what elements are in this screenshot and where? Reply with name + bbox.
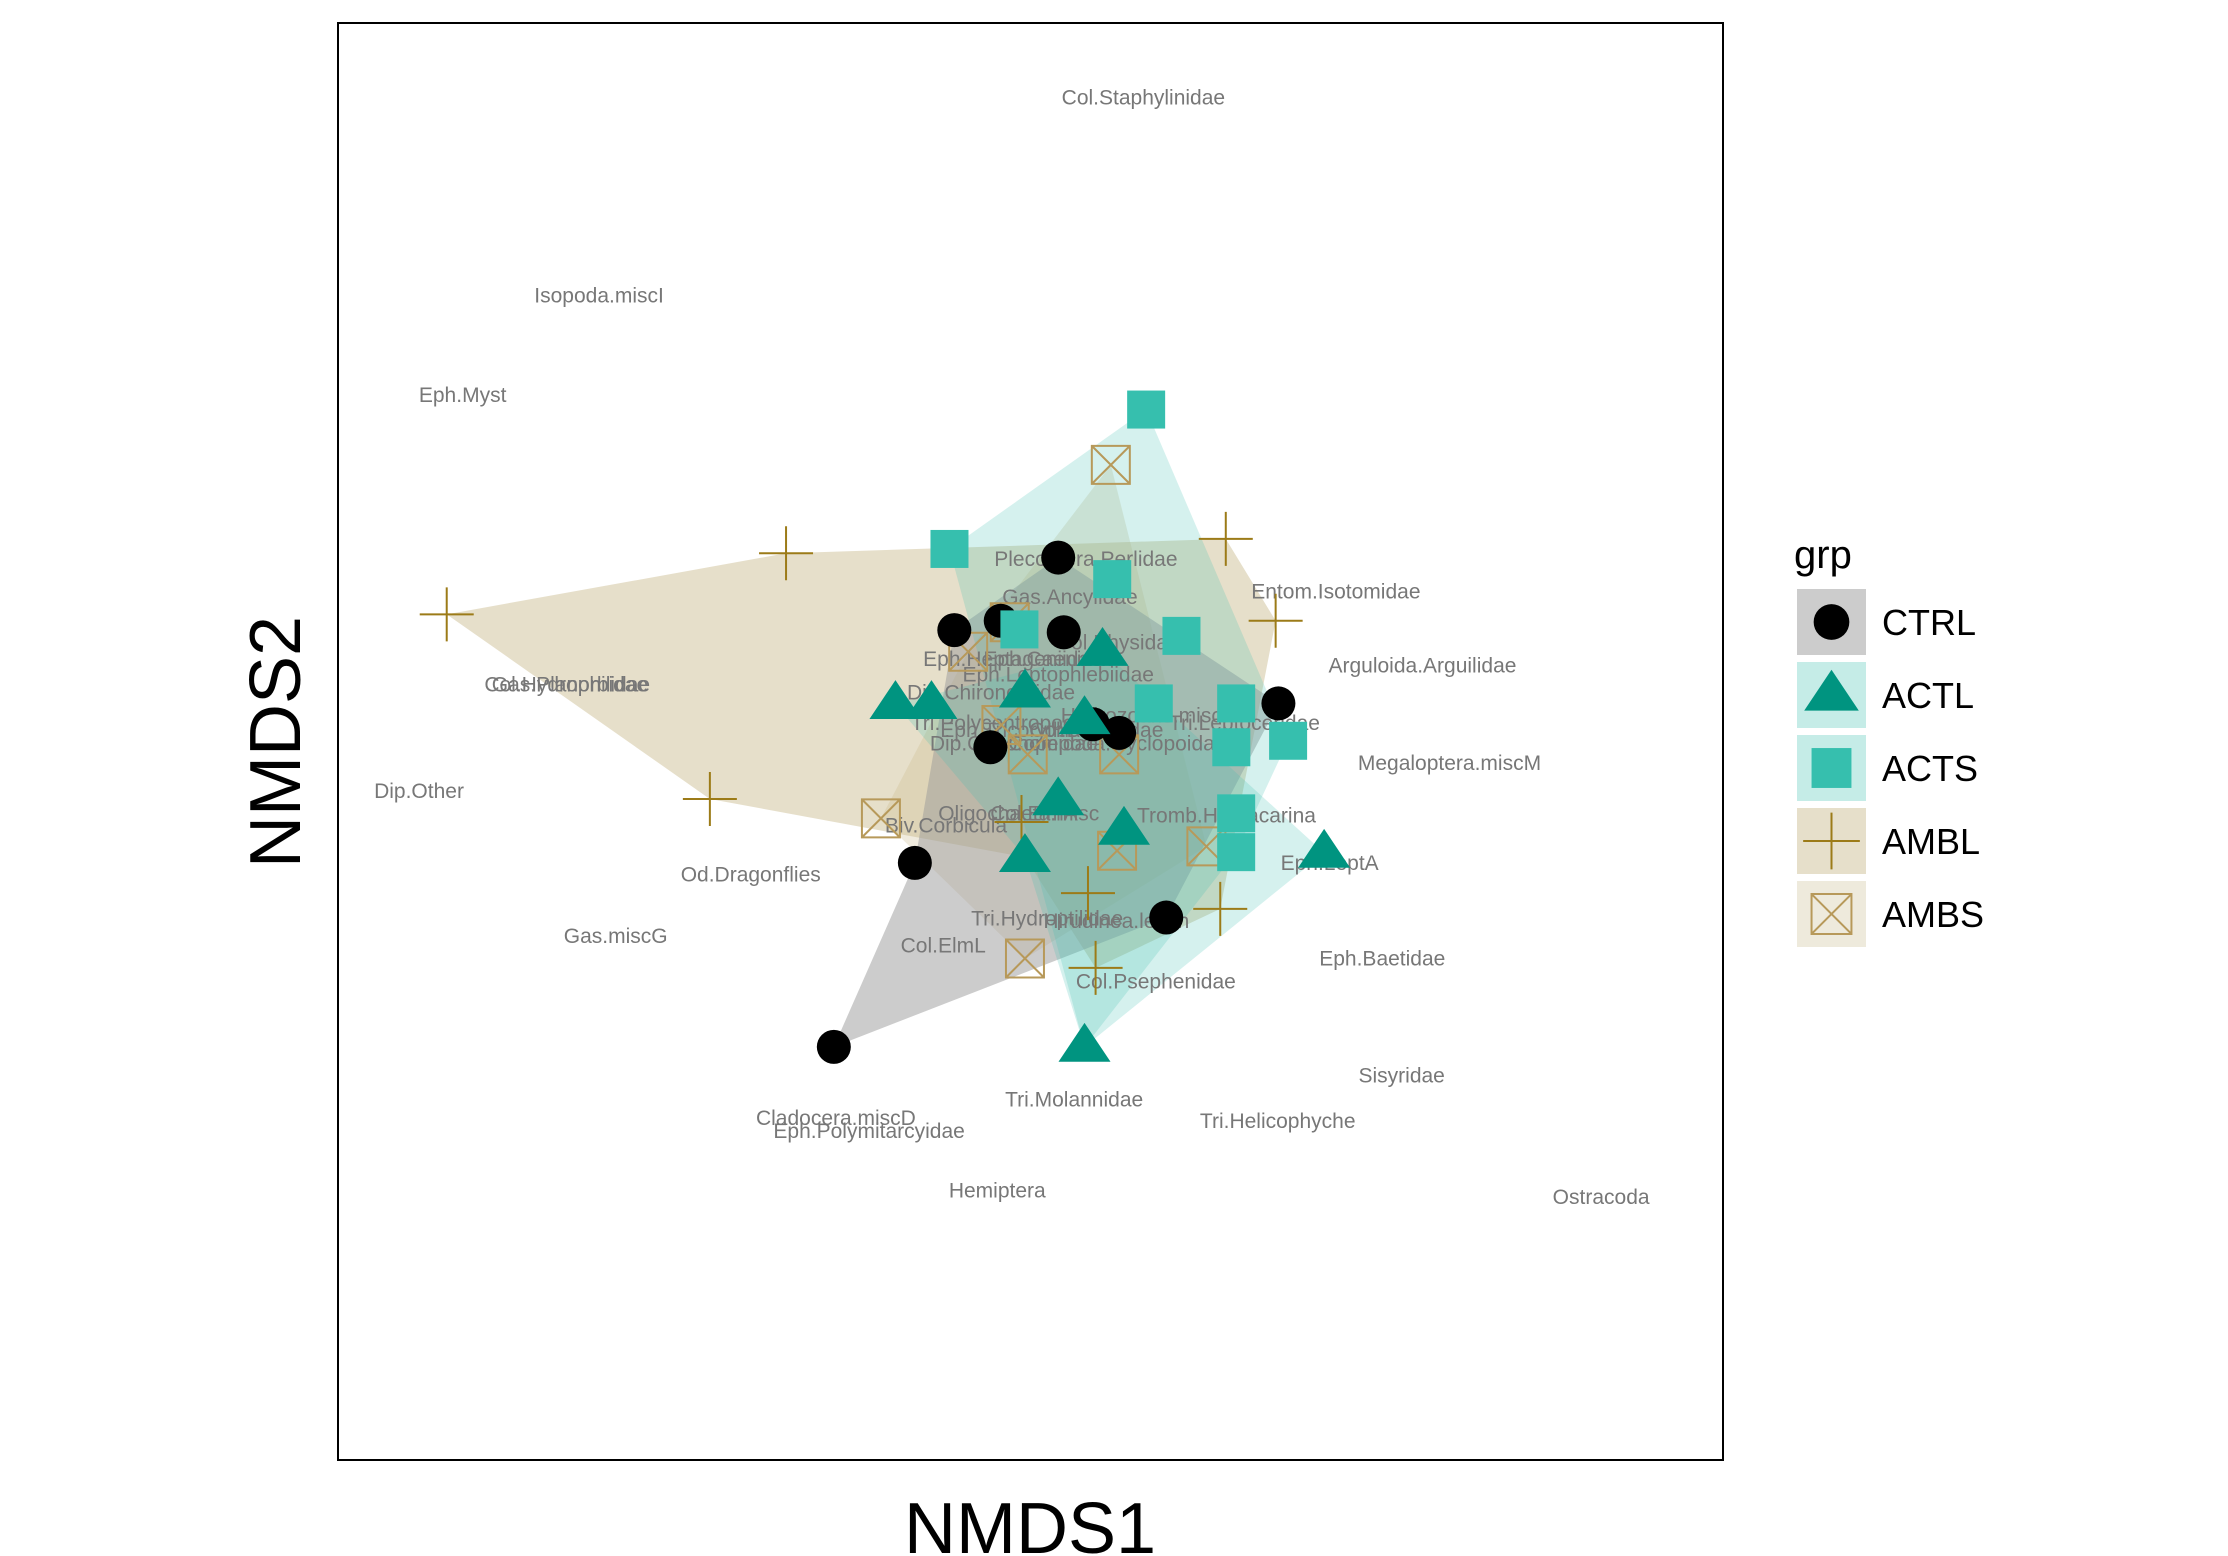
point-acts-11 — [1217, 833, 1256, 872]
legend-key-ctrl — [1813, 604, 1850, 640]
legend-key-acts — [1811, 748, 1852, 788]
point-actl-7 — [1097, 805, 1150, 845]
species-label-ostracoda: Ostracoda — [1553, 1186, 1650, 1209]
point-ambl-1 — [419, 587, 474, 642]
point-ctrl-10 — [1149, 900, 1184, 935]
species-label-sisyridae: Sisyridae — [1358, 1065, 1444, 1088]
point-acts-5 — [1162, 616, 1201, 655]
point-ambl-5 — [682, 771, 737, 826]
legend: grp CTRL ACTL ACTS AMBL AMBS — [1794, 533, 1984, 947]
species-label-tri-hydroptilidae: Tri.Hydroptilidae — [971, 907, 1123, 930]
point-actl-4 — [905, 680, 958, 720]
legend-key-ambs — [1810, 893, 1853, 935]
point-actl-2 — [998, 668, 1051, 708]
legend-label-actl: ACTL — [1882, 675, 1974, 716]
point-actl-1 — [1076, 626, 1129, 666]
point-acts-7 — [1217, 684, 1256, 723]
point-actl-5 — [1058, 695, 1111, 735]
point-actl-8 — [998, 833, 1051, 873]
legend-title: grp — [1794, 533, 1852, 577]
point-ambl-8 — [1193, 881, 1248, 936]
species-label-col-elml: Col.ElmL — [901, 935, 986, 958]
point-actl-10 — [1058, 1022, 1111, 1062]
point-acts-10 — [1217, 794, 1256, 833]
legend-items: CTRL ACTL ACTS AMBL AMBS — [1797, 589, 1984, 947]
point-ambs-7 — [860, 798, 901, 839]
species-label-tri-molannidae: Tri.Molannidae — [1005, 1088, 1143, 1111]
point-actl-6 — [1032, 776, 1085, 816]
point-acts-2 — [930, 529, 969, 568]
species-label-arguloida-arguilidae: Arguloida.Arguilidae — [1328, 654, 1516, 677]
point-ctrl-7 — [973, 730, 1008, 765]
species-label-eph-myst: Eph.Myst — [419, 384, 507, 407]
species-label-od-dragonflies: Od.Dragonflies — [681, 863, 821, 886]
legend-key-actl — [1804, 669, 1859, 711]
species-label-gas-miscg: Gas.miscG — [564, 925, 668, 948]
legend-label-ambl: AMBL — [1882, 821, 1980, 862]
point-acts-8 — [1269, 721, 1308, 760]
species-label-col-staphylinidae: Col.Staphylinidae — [1062, 87, 1225, 110]
point-actl-3 — [869, 680, 922, 720]
point-ambl-7 — [1060, 866, 1115, 921]
point-ctrl-9 — [897, 845, 932, 880]
point-ambl-2 — [759, 526, 814, 581]
species-label-hemiptera: Hemiptera — [949, 1180, 1046, 1203]
legend-label-ambs: AMBS — [1882, 894, 1984, 935]
species-label-cladocera-miscd: Cladocera.miscD — [756, 1107, 916, 1130]
species-label-eph-heptageniidae: Eph.Heptageniidae — [923, 648, 1102, 671]
point-ambl-9 — [1068, 940, 1123, 995]
x-axis-title: NMDS1 — [904, 1489, 1156, 1556]
point-ctrl-4 — [937, 613, 972, 648]
point-ctrl-8 — [1102, 715, 1137, 750]
point-acts-1 — [1127, 390, 1166, 429]
species-label-eph-polymitarcyidae: Eph.Polymitarcyidae — [773, 1120, 964, 1143]
point-ctrl-5 — [1261, 686, 1296, 721]
species-label-megaloptera-miscm: Megaloptera.miscM — [1358, 752, 1541, 775]
point-acts-3 — [1093, 560, 1132, 599]
species-label-col-hydrophilidae: Col.Hydrophilidae — [484, 674, 650, 697]
legend-label-ctrl: CTRL — [1882, 602, 1976, 643]
species-label-dip-other: Dip.Other — [374, 780, 464, 803]
species-label-gas-planorbidae: Gas.Planorbidae — [492, 674, 648, 697]
species-label-eph-leptophlebiidae: Eph.Leptophlebiidae — [962, 664, 1154, 687]
legend-key-ambl — [1803, 812, 1860, 870]
point-ctrl-11 — [816, 1029, 851, 1064]
point-ctrl-3 — [1046, 615, 1081, 650]
point-ctrl-1 — [1041, 540, 1076, 575]
species-label-tri-helicophyche: Tri.Helicophyche — [1200, 1110, 1356, 1133]
point-ambl-3 — [1198, 511, 1253, 566]
point-actl-9 — [1298, 828, 1351, 868]
point-ambs-10 — [1004, 938, 1045, 979]
legend-label-acts: ACTS — [1882, 748, 1978, 789]
species-label-entom-isotomidae: Entom.Isotomidae — [1251, 580, 1420, 603]
plot-panel — [337, 22, 1724, 1461]
point-ambl-4 — [1248, 593, 1303, 648]
species-label-col-psephenidae: Col.Psephenidae — [1076, 970, 1236, 993]
y-axis-title: NMDS2 — [236, 616, 316, 868]
point-acts-9 — [1212, 728, 1251, 767]
species-label-plecoptera-perlidae: Plecoptera.Perlidae — [994, 548, 1177, 571]
point-ambs-5 — [1007, 734, 1048, 775]
sample-points — [419, 390, 1351, 1064]
species-label-biv-corbicula: Biv.Corbicula — [885, 815, 1007, 838]
species-label-isopoda-misci: Isopoda.miscI — [534, 284, 664, 307]
species-label-eph-baetidae: Eph.Baetidae — [1319, 947, 1445, 970]
species-label-col-physidae: Col.Physidae — [1056, 631, 1180, 654]
point-acts-4 — [1000, 610, 1039, 649]
point-acts-6 — [1134, 684, 1173, 723]
point-ambs-1 — [1090, 444, 1131, 485]
